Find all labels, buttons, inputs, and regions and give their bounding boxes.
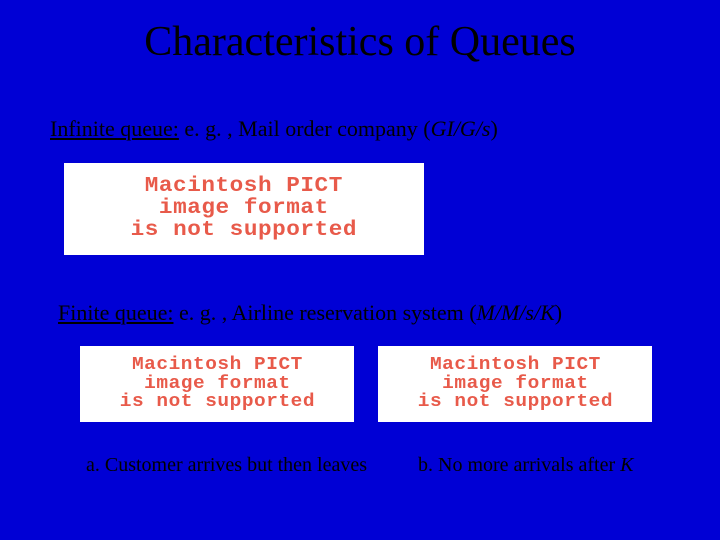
finite-queue-close: ) [555,300,562,325]
infinite-queue-underlined: Infinite queue: [50,116,179,141]
caption-b: b. No more arrivals after K [418,454,633,477]
caption-a: a. Customer arrives but then leaves [86,454,367,477]
pict-placeholder-2b: Macintosh PICT image format is not suppo… [378,346,652,422]
infinite-queue-label: Infinite queue: e. g. , Mail order compa… [50,116,498,142]
pict-placeholder-2a: Macintosh PICT image format is not suppo… [80,346,354,422]
infinite-queue-text: e. g. , Mail order company ( [179,116,431,141]
pict-placeholder-2b-text: Macintosh PICT image format is not suppo… [417,356,612,413]
pict-placeholder-1: Macintosh PICT image format is not suppo… [64,163,424,255]
finite-queue-underlined: Finite queue: [58,300,173,325]
finite-queue-notation: M/M/s/K [477,300,555,325]
finite-queue-label: Finite queue: e. g. , Airline reservatio… [58,300,562,326]
slide-title: Characteristics of Queues [0,0,720,66]
pict-placeholder-1-text: Macintosh PICT image format is not suppo… [131,176,357,242]
finite-queue-text: e. g. , Airline reservation system ( [173,300,476,325]
infinite-queue-close: ) [491,116,498,141]
pict-placeholder-2a-text: Macintosh PICT image format is not suppo… [119,356,314,413]
infinite-queue-notation: GI/G/s [431,116,491,141]
